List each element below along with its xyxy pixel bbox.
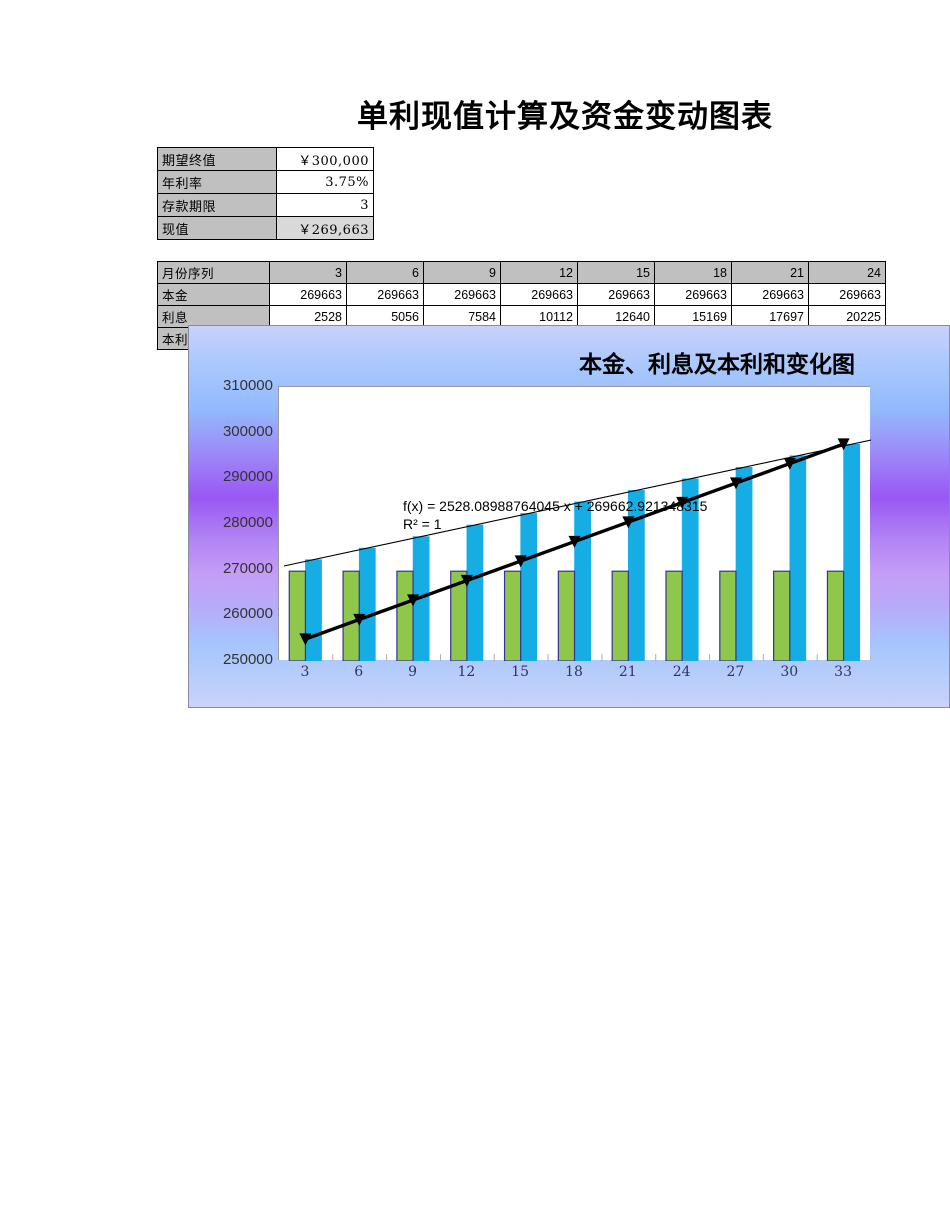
bar-principal [719,570,737,661]
y-axis-tick-label: 250000 [222,651,273,668]
month-cell[interactable]: 15 [577,261,655,284]
principal-cell[interactable]: 269663 [269,283,347,306]
principal-cell[interactable]: 269663 [808,283,886,306]
month-cell[interactable]: 6 [346,261,424,284]
line-marker [460,574,473,587]
chart-title: 本金、利息及本利和变化图 [579,352,855,378]
line-marker [622,516,635,529]
bar-principal [396,570,414,661]
y-axis-tick-label: 300000 [222,422,273,440]
table-row-principal: 本金 269663 269663 269663 269663 269663 26… [157,283,886,306]
x-axis-tick-label: 33 [834,664,852,680]
table-row-month-index: 月份序列 3 6 9 12 15 18 21 24 [157,261,886,284]
bar-principal [611,570,629,661]
summary-label-deposit-term: 存款期限 [157,193,277,217]
summary-value-expected-future-value[interactable]: ￥300,000 [276,147,374,171]
line-marker [729,477,742,490]
interest-cell[interactable]: 17697 [731,305,809,328]
bar-total [735,467,753,661]
line-marker [783,457,796,470]
month-cell[interactable]: 18 [654,261,732,284]
y-axis-tick-label: 290000 [222,468,273,486]
trendline [283,439,871,567]
x-axis-tick-label: 3 [300,664,310,680]
x-axis-tick-label: 27 [726,664,745,680]
line-marker [837,438,850,451]
x-axis-tick-label: 18 [565,664,583,680]
trendline-equation-line2: R² = 1 [403,516,442,532]
x-axis-tick-label: 21 [618,664,637,680]
principal-cell[interactable]: 269663 [731,283,809,306]
interest-cell[interactable]: 12640 [577,305,655,328]
bar-total [789,455,807,661]
month-cell[interactable]: 12 [500,261,578,284]
table-row: 存款期限 3 [157,193,374,217]
bar-principal [773,570,791,661]
line-marker [407,594,420,607]
summary-label-annual-rate: 年利率 [157,170,277,194]
bar-total [843,443,861,661]
x-axis-tick-label: 24 [672,664,691,680]
y-axis-tick-label: 260000 [222,605,273,623]
interest-cell[interactable]: 15169 [654,305,732,328]
principal-cell[interactable]: 269663 [577,283,655,306]
x-axis-labels: 3 6 9 12 15 18 21 24 27 30 33 [278,664,870,686]
principal-cell[interactable]: 269663 [500,283,578,306]
line-marker [676,496,689,509]
x-axis-tick-label: 30 [780,664,799,680]
line-marker [568,535,581,548]
y-axis-tick-label: 270000 [222,559,273,577]
month-cell[interactable]: 3 [269,261,347,284]
month-cell[interactable]: 21 [731,261,809,284]
x-axis-tick-label: 6 [354,664,364,680]
line-marker [353,613,366,626]
trendline-equation: f(x) = 2528.08988764045 x + 269662.92134… [403,497,707,533]
page-title: 单利现值计算及资金变动图表 [357,99,773,135]
summary-value-annual-rate[interactable]: 3.75% [276,170,374,194]
trendline-equation-line1: f(x) = 2528.08988764045 x + 269662.92134… [403,498,708,514]
bar-total [466,524,484,661]
table-row: 现值 ￥269,663 [157,216,374,240]
principal-cell[interactable]: 269663 [346,283,424,306]
table-row: 期望终值 ￥300,000 [157,147,374,171]
x-axis-tick-label: 15 [511,664,530,680]
table-row: 年利率 3.75% [157,170,374,194]
bar-principal [288,570,307,661]
month-cell[interactable]: 24 [808,261,886,284]
chart-object[interactable]: 本金、利息及本利和变化图 310000 300000 290000 280000 270… [188,325,950,708]
principal-cell[interactable]: 269663 [654,283,732,306]
bar-total [520,513,538,661]
bar-principal [503,570,522,661]
series-row-label-month: 月份序列 [157,261,270,284]
bar-total [305,559,322,661]
bar-principal [557,570,576,661]
line-marker [299,633,312,646]
summary-table: 期望终值 ￥300,000 年利率 3.75% 存款期限 3 现值 ￥269,6… [157,147,374,240]
x-axis-tick-label: 12 [457,664,476,680]
y-axis-tick-label: 280000 [222,514,273,531]
summary-label-present-value: 现值 [157,216,277,240]
summary-label-expected-future-value: 期望终值 [157,147,277,171]
y-axis-tick-label: 310000 [222,377,273,394]
line-marker [514,555,527,568]
y-axis-labels: 310000 300000 290000 280000 270000 260000 2500… [189,378,273,667]
plot-svg [283,438,871,661]
interest-cell[interactable]: 2528 [269,305,347,328]
bar-principal [826,570,845,661]
summary-value-present-value[interactable]: ￥269,663 [276,216,374,240]
plot-area: f(x) = 2528.08988764045 x + 269662.92134… [278,386,871,661]
bar-total [358,547,376,661]
principal-cell[interactable]: 269663 [423,283,501,306]
summary-value-deposit-term[interactable]: 3 [276,193,374,217]
interest-cell[interactable]: 5056 [346,305,424,328]
month-cell[interactable]: 9 [423,261,501,284]
x-axis-tick-label: 9 [408,664,417,680]
bar-principal [665,570,683,661]
series-row-label-principal: 本金 [157,283,270,306]
